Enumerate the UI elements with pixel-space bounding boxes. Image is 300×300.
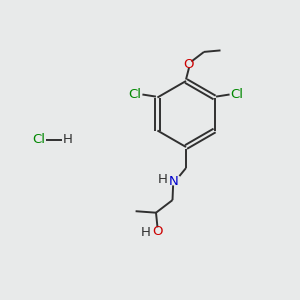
- Text: Cl: Cl: [231, 88, 244, 101]
- Text: Cl: Cl: [32, 133, 46, 146]
- Text: O: O: [184, 58, 194, 71]
- Text: Cl: Cl: [128, 88, 141, 101]
- Text: O: O: [152, 225, 163, 238]
- Text: H: H: [158, 173, 167, 186]
- Text: N: N: [169, 175, 179, 188]
- Text: H: H: [63, 133, 72, 146]
- Text: H: H: [141, 226, 151, 239]
